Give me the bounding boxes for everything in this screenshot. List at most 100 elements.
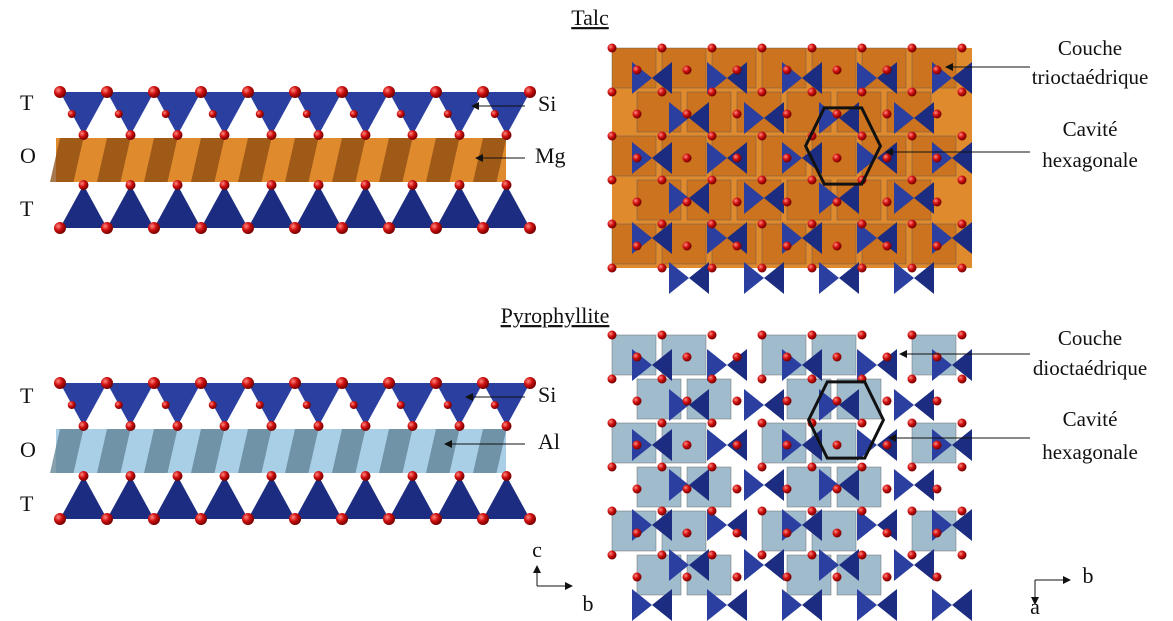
atom — [266, 130, 277, 140]
atom — [242, 86, 254, 98]
annotation: hexagonale — [1042, 148, 1138, 172]
tetrahedron — [877, 509, 897, 541]
octahedron — [332, 429, 366, 473]
atom — [336, 222, 348, 234]
tetrahedron — [707, 509, 727, 541]
atom — [195, 222, 207, 234]
atom — [172, 421, 183, 431]
tetrahedron — [389, 92, 436, 135]
atom — [172, 180, 183, 190]
atom — [857, 263, 867, 273]
atom — [632, 396, 642, 406]
tetrahedron — [744, 182, 764, 214]
atom — [882, 65, 892, 75]
atom — [732, 440, 742, 450]
tetrahedron — [201, 185, 248, 228]
atom — [54, 222, 66, 234]
atom — [313, 421, 324, 431]
atom — [732, 109, 742, 119]
atom-label: Mg — [535, 143, 566, 168]
tetrahedron — [857, 589, 877, 621]
tetrahedron — [914, 262, 934, 294]
talc-title: Talc — [571, 5, 609, 30]
tetrahedron — [764, 102, 784, 134]
atom — [336, 377, 348, 389]
atom — [148, 513, 160, 525]
atom — [757, 87, 767, 97]
tetrahedron — [154, 476, 201, 519]
octahedron — [97, 138, 131, 182]
atom — [255, 110, 264, 118]
atom — [607, 219, 617, 229]
tetrahedron — [632, 142, 652, 174]
tetrahedron — [295, 92, 342, 135]
atom — [807, 87, 817, 97]
atom — [682, 572, 692, 582]
atom — [757, 418, 767, 428]
tetrahedron — [952, 349, 972, 381]
atom — [832, 153, 842, 163]
tetrahedron — [839, 469, 859, 501]
atom — [882, 440, 892, 450]
atom — [857, 131, 867, 141]
atom — [219, 471, 230, 481]
atom — [832, 484, 842, 494]
atom — [161, 110, 170, 118]
atom — [732, 352, 742, 362]
atom — [607, 550, 617, 560]
tetrahedron — [894, 389, 914, 421]
atom — [907, 550, 917, 560]
atom — [957, 418, 967, 428]
atom — [757, 43, 767, 53]
tetrahedron — [727, 349, 747, 381]
layer-label: T — [20, 491, 34, 516]
atom — [757, 263, 767, 273]
atom — [632, 440, 642, 450]
octahedron — [426, 138, 460, 182]
atom — [101, 86, 113, 98]
annotation: Couche — [1058, 36, 1122, 60]
atom — [477, 513, 489, 525]
tetrahedron — [819, 262, 839, 294]
tetrahedron — [295, 185, 342, 228]
atom — [807, 219, 817, 229]
tetrahedron — [707, 429, 727, 461]
layer-label: T — [20, 90, 34, 115]
tetrahedron — [802, 509, 822, 541]
atom — [932, 352, 942, 362]
atom — [607, 418, 617, 428]
tetrahedron — [436, 476, 483, 519]
tetrahedron — [839, 182, 859, 214]
tetrahedron — [342, 383, 389, 426]
atom — [832, 241, 842, 251]
atom — [782, 109, 792, 119]
layer-label: O — [20, 437, 36, 462]
tetrahedron — [689, 549, 709, 581]
atom — [932, 65, 942, 75]
atom — [255, 401, 264, 409]
tetrahedron — [248, 185, 295, 228]
atom — [932, 241, 942, 251]
tetrahedron — [819, 389, 839, 421]
tetrahedron — [389, 383, 436, 426]
atom — [832, 352, 842, 362]
tetrahedron — [782, 589, 802, 621]
hexagonal-cavity — [803, 106, 883, 186]
atom — [932, 528, 942, 538]
octahedron — [238, 429, 272, 473]
annotation: trioctaédrique — [1032, 65, 1149, 89]
tetrahedron — [154, 92, 201, 135]
tetrahedron — [707, 142, 727, 174]
atom — [148, 86, 160, 98]
atom — [857, 43, 867, 53]
atom — [657, 506, 667, 516]
tetrahedron — [107, 92, 154, 135]
atom — [882, 572, 892, 582]
atom — [832, 440, 842, 450]
atom — [807, 550, 817, 560]
tetrahedron — [932, 142, 952, 174]
atom — [857, 462, 867, 472]
atom — [208, 401, 217, 409]
atom — [632, 572, 642, 582]
atom — [208, 110, 217, 118]
